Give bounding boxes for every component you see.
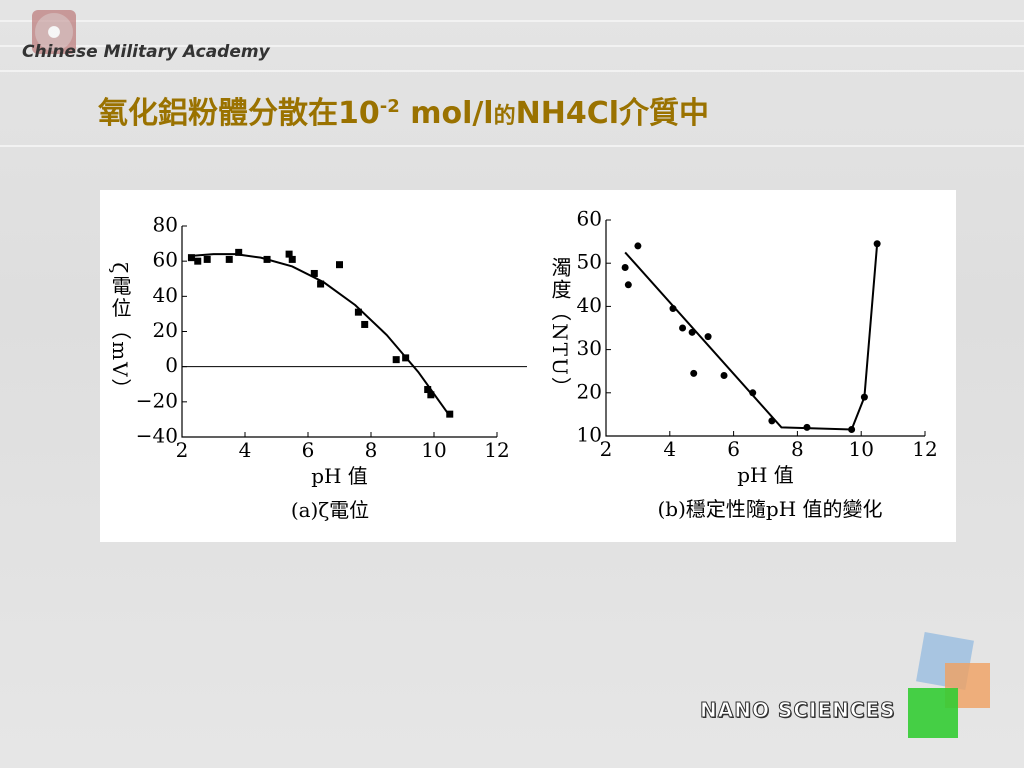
x-tick-label: 8	[791, 437, 804, 461]
title-part: 介質中	[619, 96, 709, 131]
y-tick-label: −20	[136, 388, 178, 412]
y-tick-label: 60	[577, 207, 602, 231]
point	[187, 254, 195, 262]
chart-caption: (b)穩定性隨pH 值的變化	[657, 497, 882, 521]
x-axis-label: pH 值	[737, 463, 794, 487]
x-tick-label: 4	[239, 438, 252, 462]
x-tick-label: 10	[421, 438, 446, 462]
x-tick-label: 2	[176, 438, 189, 462]
point	[704, 333, 712, 341]
x-axis-label: pH 值	[311, 464, 368, 488]
point	[624, 281, 632, 289]
point	[720, 372, 728, 380]
x-tick-label: 12	[912, 437, 937, 461]
x-tick-label: 6	[727, 437, 740, 461]
point	[446, 410, 454, 418]
point	[424, 386, 432, 394]
x-tick-label: 10	[848, 437, 873, 461]
x-tick-label: 6	[302, 438, 315, 462]
point	[392, 356, 400, 364]
point	[317, 280, 325, 288]
y-tick-label: 0	[165, 353, 178, 377]
x-tick-label: 4	[663, 437, 676, 461]
title-part: mol/l	[399, 96, 494, 131]
y-tick-label: 50	[577, 250, 602, 274]
point	[336, 261, 343, 269]
stripe	[0, 145, 1024, 147]
title-part: 氧化鋁粉體分散在10	[98, 96, 380, 131]
point	[354, 308, 362, 316]
point	[285, 250, 293, 258]
x-tick-label: 8	[365, 438, 378, 462]
nano-logo: NANO SCIENCES	[700, 698, 896, 723]
point	[310, 269, 318, 277]
point	[634, 242, 642, 250]
y-tick-label: 60	[153, 248, 178, 272]
point	[621, 264, 629, 272]
title-part: 的	[493, 104, 516, 129]
chart-caption: (a)ζ電位	[291, 498, 369, 522]
y-tick-label: −40	[136, 424, 178, 448]
slide-title: 氧化鋁粉體分散在10-2 mol/l的NH4Cl介質中	[98, 88, 709, 132]
stripe	[0, 70, 1024, 72]
point	[679, 324, 687, 332]
y-tick-label: 30	[577, 336, 602, 360]
point	[235, 248, 243, 256]
y-tick-label: 40	[153, 283, 178, 307]
point	[288, 255, 296, 263]
cubes-logo	[908, 632, 990, 738]
fit-line	[191, 253, 451, 417]
point	[361, 320, 369, 328]
logo-text: Chinese Military Academy	[22, 42, 270, 62]
title-sup: -2	[379, 96, 400, 117]
x-tick-label: 2	[600, 437, 613, 461]
point	[225, 255, 233, 263]
y-axis-label: ζ電位（mV）	[108, 262, 132, 400]
y-tick-label: 10	[577, 423, 602, 447]
y-tick-label: 80	[153, 213, 178, 237]
y-tick-label: 20	[577, 379, 602, 403]
point	[194, 257, 202, 265]
y-tick-label: 40	[577, 293, 602, 317]
x-tick-label: 12	[484, 438, 509, 462]
point	[203, 255, 211, 263]
point	[427, 391, 435, 399]
figure-panel	[100, 190, 956, 542]
point	[690, 369, 698, 377]
emblem	[32, 10, 76, 54]
title-part: NH4Cl	[515, 96, 619, 131]
stripe	[0, 45, 1024, 47]
y-axis-label: 濁度（NTU）	[548, 257, 572, 399]
fit-line	[624, 243, 879, 431]
stripe	[0, 20, 1024, 22]
y-tick-label: 20	[153, 318, 178, 342]
